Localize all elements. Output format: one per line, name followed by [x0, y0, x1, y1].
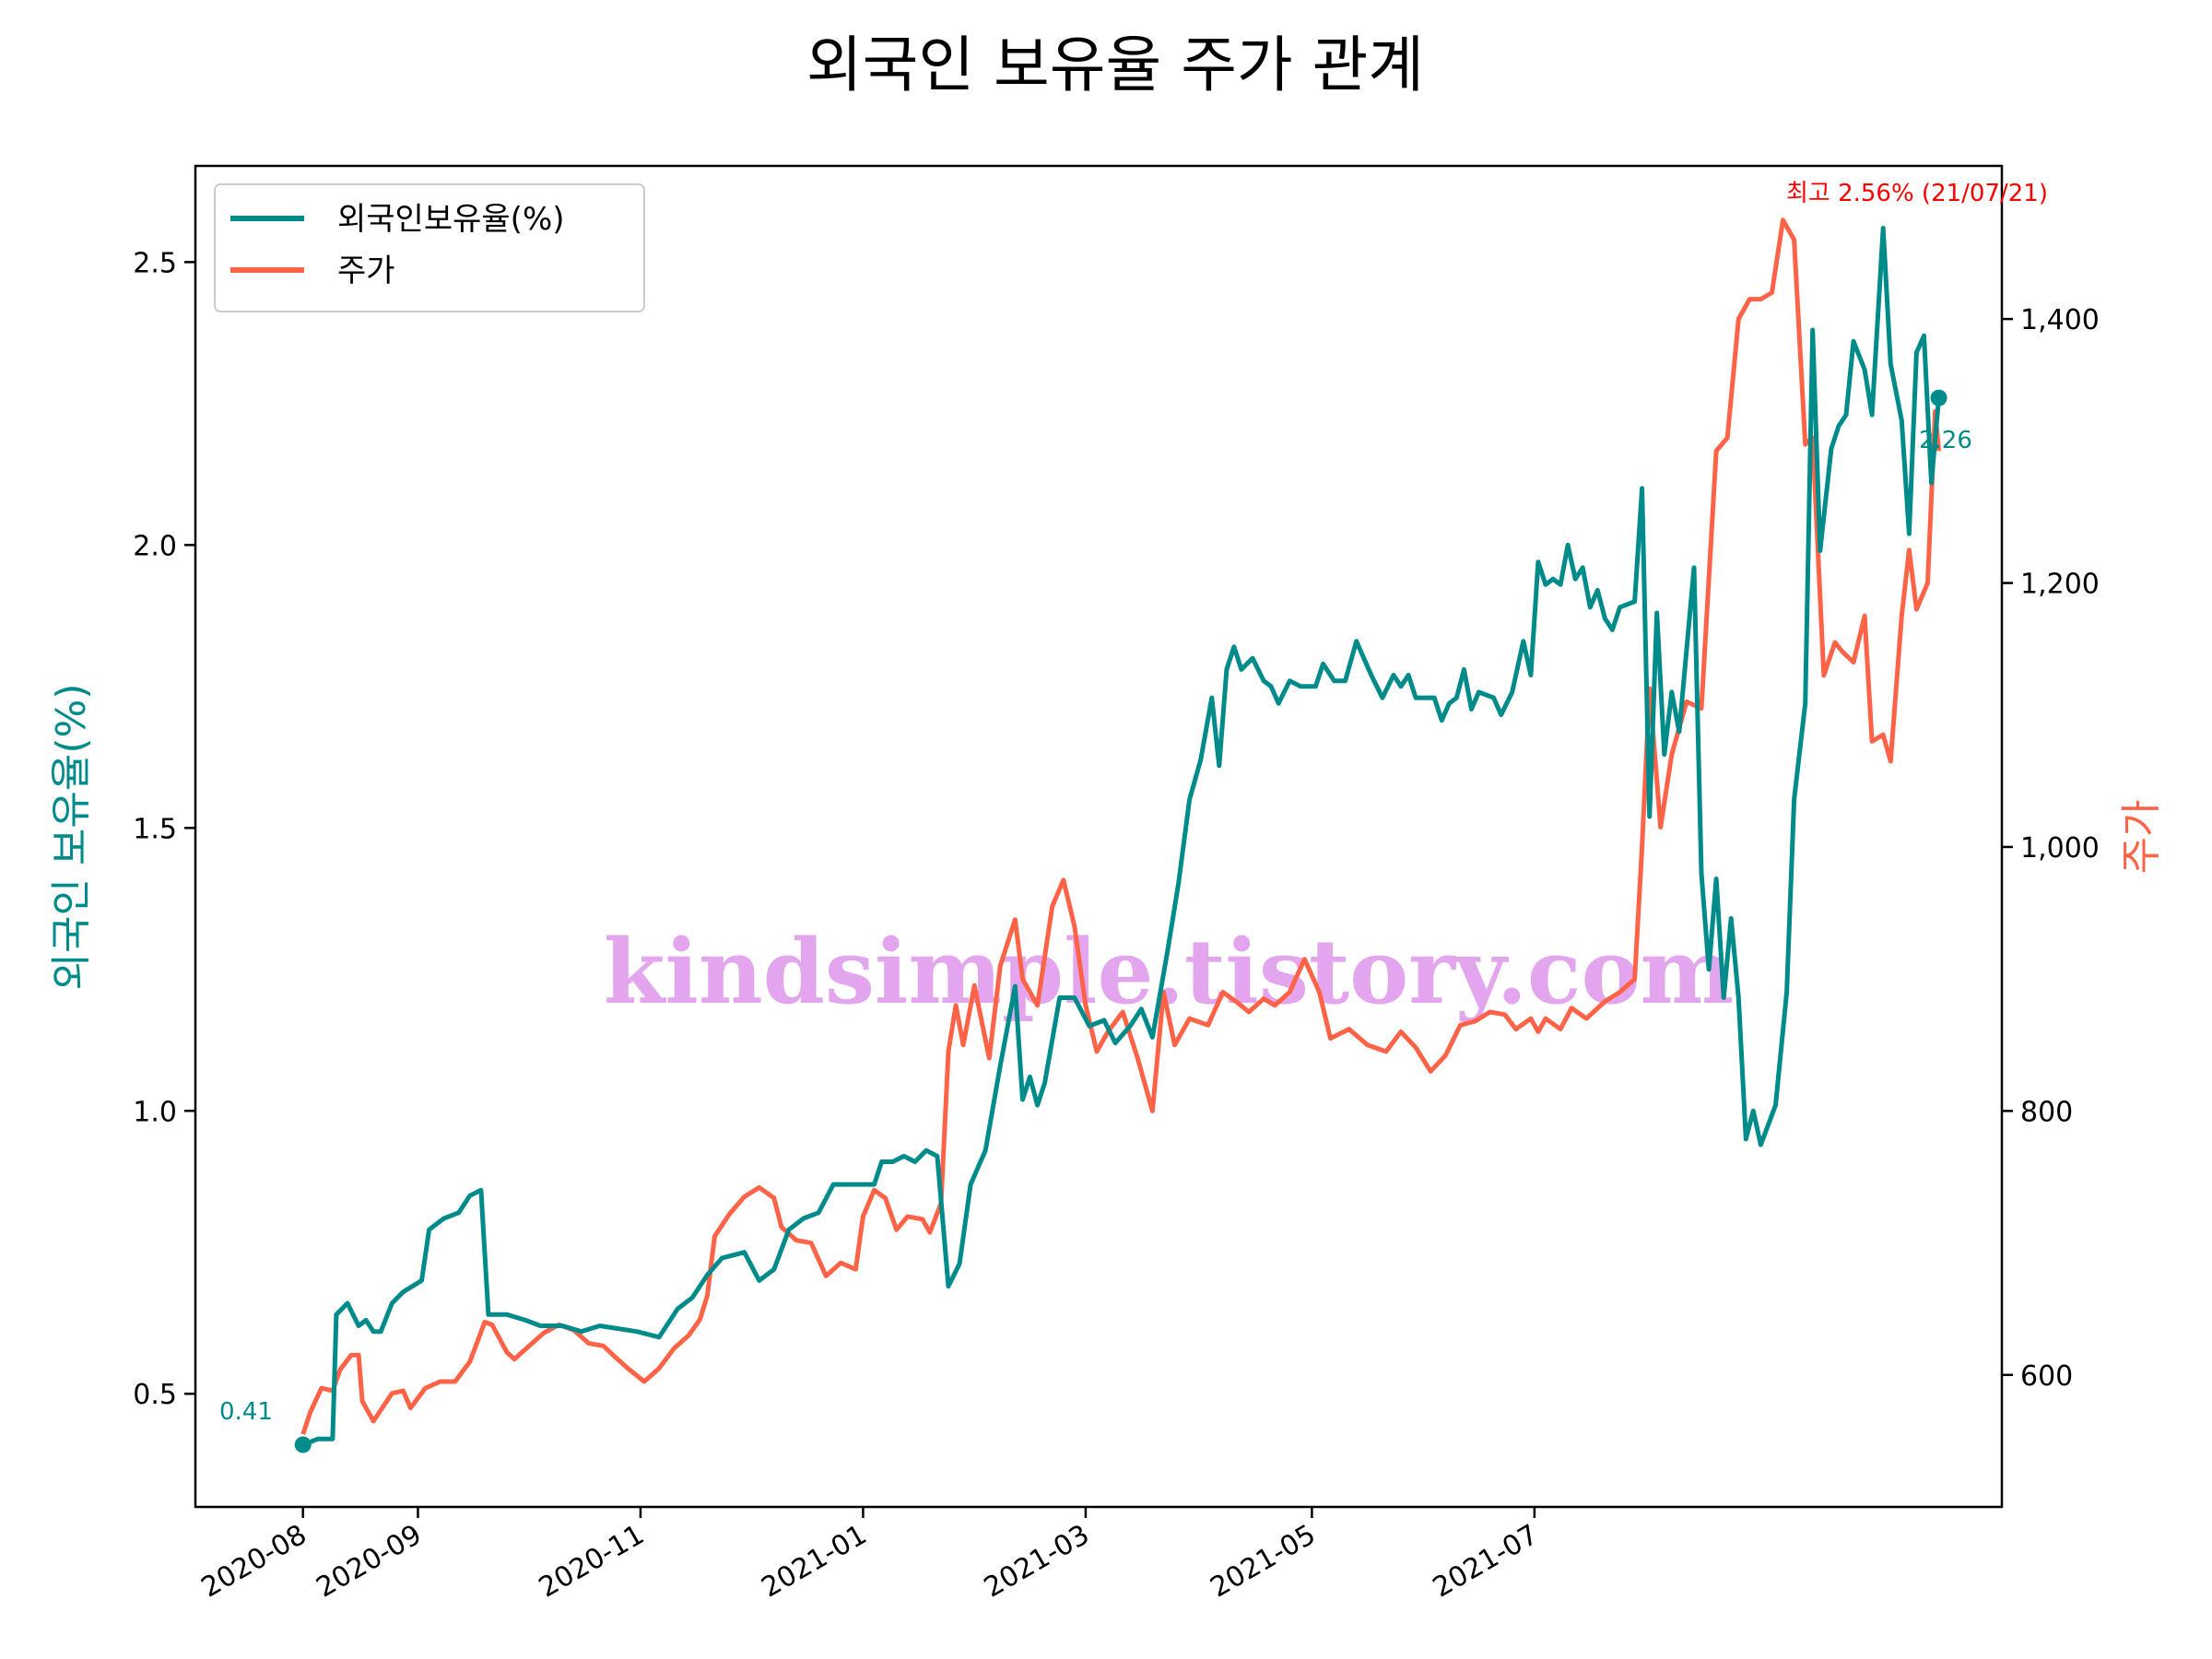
series-layer: [294, 218, 1947, 1453]
x-tick-label: 2020-09: [311, 1519, 427, 1605]
legend-label-price: 주가: [337, 253, 395, 289]
plot-area: [194, 164, 2004, 1509]
y-right-tick-label: 1,000: [2020, 832, 2100, 865]
chart-title: 외국인 보유율 주가 관계: [806, 29, 1424, 100]
y-left-tick-label: 1.5: [133, 813, 177, 845]
y-left-tick-label: 2.0: [133, 530, 177, 562]
legend-box: [214, 183, 645, 312]
y-left-tick-label: 2.5: [133, 247, 177, 279]
x-tick-label: 2021-05: [1205, 1519, 1321, 1605]
y-right-tick-label: 800: [2020, 1096, 2073, 1128]
x-tick-label: 2020-08: [196, 1519, 312, 1605]
y-axis-right-label: 주가: [2118, 800, 2165, 875]
y-left-tick-label: 1.0: [133, 1096, 177, 1128]
x-tick-label: 2020-11: [534, 1519, 650, 1605]
x-tick-label: 2021-07: [1428, 1519, 1544, 1605]
y-left-tick-label: 0.5: [133, 1379, 177, 1411]
x-tick-label: 2021-01: [756, 1519, 872, 1605]
x-tick-label: 2021-03: [979, 1519, 1095, 1605]
end-point-marker: [1930, 389, 1947, 406]
y-right-tick-label: 600: [2020, 1360, 2073, 1393]
legend-label-holding: 외국인보유율(%): [337, 201, 565, 238]
series-line-holding: [301, 226, 1942, 1447]
y-right-tick-label: 1,200: [2020, 569, 2100, 601]
annotation-end-value: 2.26: [1919, 427, 1972, 454]
annotation-max-price: 최고 2.56% (21/07/21): [1786, 180, 2048, 207]
legend: 외국인보유율(%) 주가: [214, 183, 645, 312]
start-point-marker: [294, 1436, 312, 1453]
y-axis-left-label: 외국인 보유율(%): [48, 683, 95, 990]
y-right-tick-label: 1,400: [2020, 304, 2100, 336]
annotation-start-value: 0.41: [219, 1398, 273, 1426]
